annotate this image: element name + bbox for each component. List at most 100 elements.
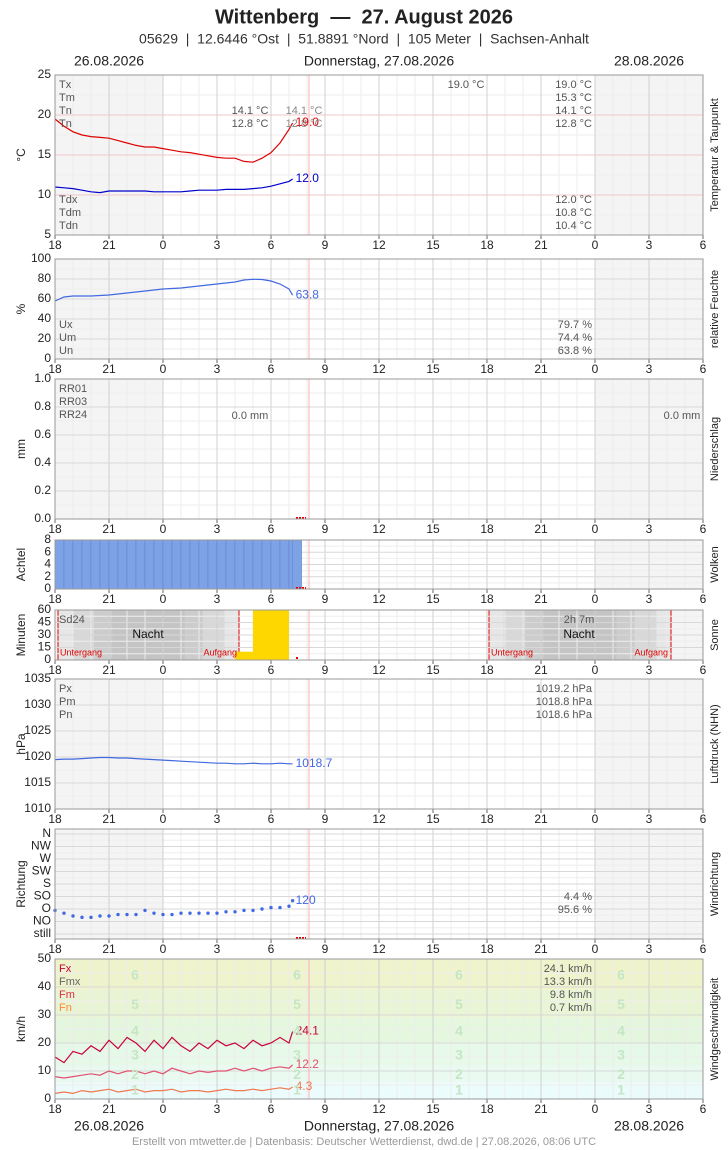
bar bbox=[63, 539, 74, 590]
x-tick-label: 18 bbox=[48, 1102, 62, 1116]
date-left: 26.08.2026 bbox=[74, 53, 144, 69]
bar bbox=[54, 539, 65, 590]
y-tick-label: 25 bbox=[38, 67, 52, 81]
data-point bbox=[278, 905, 282, 910]
x-tick-label: 18 bbox=[480, 942, 494, 956]
beaufort-label: 1 bbox=[131, 1081, 139, 1097]
y-tick-label: SO bbox=[34, 889, 51, 903]
annotation: Nacht bbox=[132, 627, 164, 641]
beaufort-label: 3 bbox=[455, 1046, 463, 1062]
y-tick-label: 30 bbox=[38, 1007, 52, 1021]
data-point bbox=[125, 912, 129, 917]
annotation: 2h 7m bbox=[564, 614, 595, 626]
title: Wittenberg — 27. August 2026 bbox=[215, 6, 513, 28]
y-tick-label: 40 bbox=[38, 311, 52, 325]
y-tick-label: 30 bbox=[38, 627, 52, 641]
x-tick-label: 6 bbox=[700, 663, 707, 677]
stat-value: 0.7 km/h bbox=[550, 1002, 592, 1014]
data-point bbox=[143, 908, 147, 913]
x-tick-label: 21 bbox=[534, 362, 548, 376]
y-tick-label: 10 bbox=[38, 187, 52, 201]
x-tick-label: 0 bbox=[592, 592, 599, 606]
stat-value: 1018.8 hPa bbox=[536, 696, 593, 708]
stat-label: Tdn bbox=[59, 220, 78, 232]
stat-label: RR24 bbox=[59, 409, 87, 421]
bar bbox=[153, 539, 164, 590]
plot-frame bbox=[54, 539, 704, 590]
y-tick-label: 1.0 bbox=[34, 371, 51, 385]
y-tick-label: 0 bbox=[44, 1091, 51, 1105]
stat-label: Tn bbox=[59, 105, 72, 117]
x-tick-label: 21 bbox=[534, 238, 548, 252]
beaufort-label: 3 bbox=[617, 1046, 625, 1062]
data-point bbox=[197, 911, 201, 915]
y-axis-label: Richtung bbox=[14, 860, 28, 907]
x-tick-label: 6 bbox=[700, 238, 707, 252]
y-tick-label: 20 bbox=[38, 331, 52, 345]
stat-label: RR03 bbox=[59, 396, 87, 408]
y-tick-label: 45 bbox=[38, 615, 52, 629]
beaufort-label: 6 bbox=[131, 967, 139, 983]
x-tick-label: 18 bbox=[480, 522, 494, 536]
stat-label: Fx bbox=[59, 963, 72, 975]
x-tick-label: 12 bbox=[372, 942, 386, 956]
side-label: relative Feuchte bbox=[709, 270, 721, 348]
x-tick-label: 3 bbox=[214, 663, 221, 677]
x-tick-label: 21 bbox=[102, 592, 116, 606]
data-point bbox=[188, 911, 192, 915]
side-label: Sonne bbox=[709, 619, 721, 651]
stat-label: Pm bbox=[59, 696, 76, 708]
data-point bbox=[152, 911, 156, 915]
beaufort-label: 6 bbox=[293, 967, 301, 983]
x-tick-label: 6 bbox=[700, 1102, 707, 1116]
x-tick-label: 15 bbox=[426, 942, 440, 956]
x-tick-label: 0 bbox=[160, 942, 167, 956]
y-tick-label: 15 bbox=[38, 147, 52, 161]
x-tick-label: 21 bbox=[102, 663, 116, 677]
x-tick-label: 0 bbox=[160, 1102, 167, 1116]
x-tick-label: 0 bbox=[160, 238, 167, 252]
bar bbox=[207, 539, 218, 590]
x-tick-label: 18 bbox=[480, 812, 494, 826]
y-axis-label: mm bbox=[14, 439, 28, 459]
x-tick-label: 21 bbox=[102, 522, 116, 536]
stat-value: 12.0 °C bbox=[555, 194, 592, 206]
bar bbox=[235, 651, 253, 660]
y-tick-label: 5 bbox=[44, 227, 51, 241]
y-tick-label: 0.8 bbox=[34, 399, 51, 413]
stat-label: Sd24 bbox=[59, 614, 85, 626]
stat-label: Tm bbox=[59, 92, 75, 104]
last-value-label: 120 bbox=[296, 893, 316, 907]
bar bbox=[253, 610, 271, 660]
side-label: Luftdruck (NHN) bbox=[709, 704, 721, 783]
x-tick-label: 12 bbox=[372, 238, 386, 252]
x-tick-label: 6 bbox=[268, 522, 275, 536]
y-tick-label: 100 bbox=[31, 251, 51, 265]
stat-label: Um bbox=[59, 332, 76, 344]
beaufort-label: 2 bbox=[293, 1066, 301, 1082]
beaufort-label: 4 bbox=[617, 1023, 625, 1039]
y-tick-label: 0.6 bbox=[34, 427, 51, 441]
annotation: 14.1 °C bbox=[232, 105, 269, 117]
bar bbox=[261, 539, 272, 590]
data-line bbox=[54, 1031, 294, 1064]
last-value-label: 12.2 bbox=[296, 1057, 320, 1071]
x-tick-label: 9 bbox=[322, 663, 329, 677]
beaufort-label: 5 bbox=[293, 996, 301, 1012]
beaufort-label: 6 bbox=[617, 967, 625, 983]
data-line bbox=[54, 756, 293, 765]
y-tick-label: 0.4 bbox=[34, 455, 51, 469]
x-tick-label: 0 bbox=[592, 522, 599, 536]
stat-value: 74.4 % bbox=[558, 332, 592, 344]
x-tick-label: 18 bbox=[48, 362, 62, 376]
data-line bbox=[54, 278, 294, 302]
stat-label: Px bbox=[59, 683, 72, 695]
annotation: Nacht bbox=[563, 627, 595, 641]
annotation: Untergang bbox=[60, 647, 102, 657]
annotation: 19.0 °C bbox=[448, 79, 485, 91]
stat-value: 9.8 km/h bbox=[550, 989, 592, 1001]
x-tick-label: 0 bbox=[160, 592, 167, 606]
date-left: 26.08.2026 bbox=[74, 1118, 144, 1134]
x-tick-label: 15 bbox=[426, 592, 440, 606]
